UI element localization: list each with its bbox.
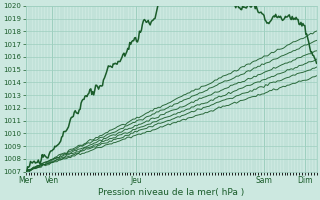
X-axis label: Pression niveau de la mer( hPa ): Pression niveau de la mer( hPa )	[98, 188, 244, 197]
